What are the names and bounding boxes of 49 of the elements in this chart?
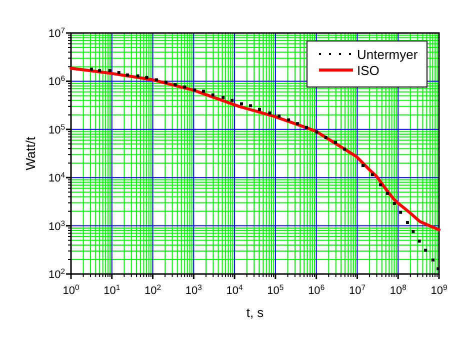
x-tick-label: 10$^{6}$ <box>308 282 325 297</box>
point <box>296 122 300 126</box>
point <box>136 74 140 78</box>
point <box>202 90 205 93</box>
point <box>287 118 290 122</box>
point <box>230 98 234 102</box>
point <box>126 73 129 76</box>
y-tick-label: 10$^{7}$ <box>48 26 65 40</box>
x-axis-title: t, s <box>246 305 264 320</box>
y-tick-label: 10$^{2}$ <box>48 266 65 281</box>
legend-label: ISO <box>357 63 380 78</box>
point <box>399 210 402 214</box>
point <box>183 85 186 88</box>
point <box>145 76 148 79</box>
y-tick-label: 10$^{3}$ <box>48 218 65 233</box>
y-tick-label: 10$^{5}$ <box>48 122 65 136</box>
point <box>315 130 318 134</box>
x-tick-label: 10$^{3}$ <box>185 282 202 297</box>
point <box>305 126 308 129</box>
point <box>334 140 338 144</box>
point <box>249 104 252 108</box>
y-tick-label: 10$^{6}$ <box>48 74 65 88</box>
point <box>164 80 168 84</box>
point <box>90 68 93 71</box>
point <box>258 108 261 111</box>
x-tick-label: 10$^{5}$ <box>267 282 284 297</box>
point <box>98 69 102 72</box>
point <box>324 136 328 139</box>
x-tick-label: 10$^{9}$ <box>430 282 448 297</box>
point <box>117 71 120 74</box>
x-tick-label: 10$^{2}$ <box>144 282 162 297</box>
point <box>268 111 272 114</box>
point <box>108 69 112 72</box>
x-tick-label: 10$^{8}$ <box>390 282 406 297</box>
point <box>343 148 346 151</box>
point <box>174 83 177 86</box>
y-tick-label: 10$^{4}$ <box>48 170 66 185</box>
point <box>240 102 244 106</box>
point <box>211 93 214 96</box>
point <box>222 96 225 99</box>
x-tick-label: 10$^{7}$ <box>348 282 366 297</box>
x-tick-label: 10$^{1}$ <box>104 282 120 297</box>
x-tick-label: 10$^{0}$ <box>62 282 80 297</box>
legend-label: Untermyer <box>357 47 418 62</box>
point <box>154 78 158 82</box>
point <box>278 114 281 118</box>
point <box>193 88 196 92</box>
x-tick-label: 10$^{4}$ <box>226 282 244 297</box>
y-axis-title: Watt/t <box>23 136 38 170</box>
